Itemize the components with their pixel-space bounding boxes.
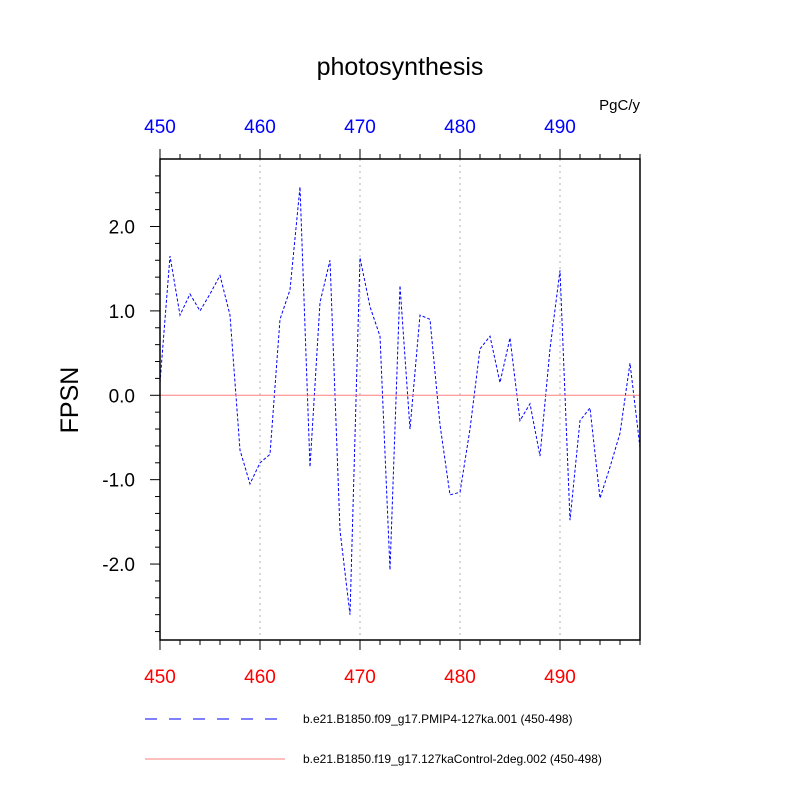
- units-label: PgC/y: [599, 97, 640, 114]
- y-tick-label-3: 1.0: [109, 302, 135, 323]
- legend-label-1: b.e21.B1850.f19_g17.127kaControl-2deg.00…: [303, 752, 602, 766]
- vertical-grid: [259, 159, 561, 640]
- plot-frame: [159, 158, 641, 641]
- legend: b.e21.B1850.f09_g17.PMIP4-127ka.001 (450…: [145, 712, 602, 766]
- x-tick-label-top-460: 460: [244, 117, 276, 138]
- x-tick-label-bottom-470: 470: [344, 667, 376, 688]
- x-tick-label-bottom-490: 490: [544, 667, 576, 688]
- chart-title: photosynthesis: [317, 53, 484, 81]
- series-line-0: [159, 186, 641, 615]
- x-tick-label-top-450: 450: [144, 117, 176, 138]
- series-layer: [159, 186, 641, 615]
- x-tick-label-top-490: 490: [544, 117, 576, 138]
- tick-labels: 450 450 460 460 470 470 480 480 490 490 -2.0 -1.0 0.…: [102, 117, 576, 688]
- y-tick-label-1: -1.0: [102, 471, 135, 492]
- axis-ticks: [150, 149, 641, 650]
- x-tick-label-bottom-460: 460: [244, 667, 276, 688]
- y-tick-label-0: -2.0: [102, 555, 135, 576]
- x-tick-label-top-480: 480: [444, 117, 476, 138]
- y-tick-label-2: 0.0: [109, 386, 135, 407]
- x-tick-label-top-470: 470: [344, 117, 376, 138]
- legend-label-0: b.e21.B1850.f09_g17.PMIP4-127ka.001 (450…: [303, 712, 573, 726]
- y-tick-label-4: 2.0: [109, 218, 135, 239]
- y-axis-label: FPSN: [56, 367, 84, 434]
- x-tick-label-bottom-450: 450: [144, 667, 176, 688]
- x-tick-label-bottom-480: 480: [444, 667, 476, 688]
